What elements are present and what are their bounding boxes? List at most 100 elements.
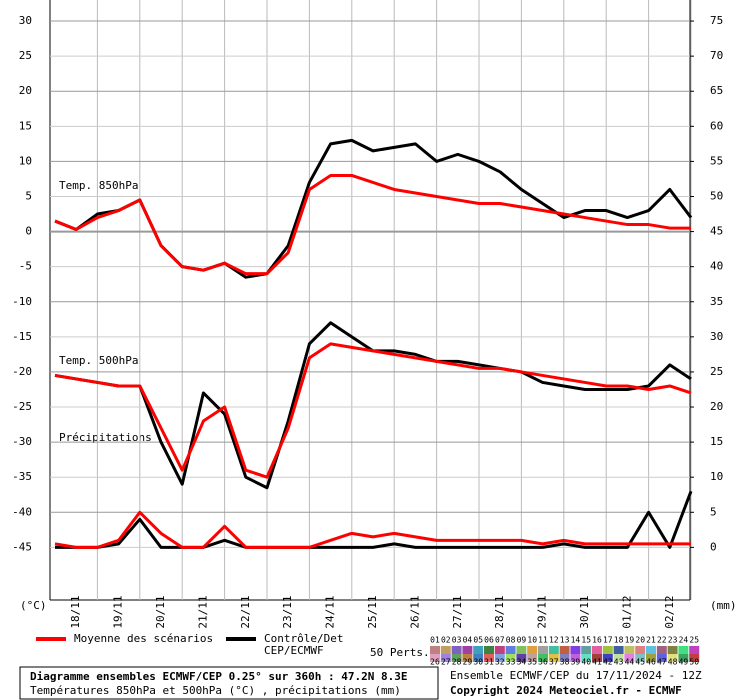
pert-label: 40: [581, 658, 591, 667]
y2-tick-label: 55: [710, 154, 723, 167]
pert-label: 09: [517, 636, 527, 645]
y2-tick-label: 65: [710, 84, 723, 97]
y-tick-label: 10: [19, 154, 32, 167]
pert-swatch: [559, 654, 570, 662]
y2-tick-label: 5: [710, 505, 717, 518]
pert-label: 13: [560, 636, 570, 645]
pert-swatch: [473, 654, 484, 662]
series-line: [55, 490, 693, 549]
pert-label: 02: [441, 636, 451, 645]
pert-label: 35: [527, 658, 537, 667]
y2-tick-label: 20: [710, 400, 723, 413]
pert-label: 28: [452, 658, 462, 667]
copyright: Copyright 2024 Meteociel.fr - ECMWF: [450, 684, 682, 697]
pert-label: 32: [495, 658, 505, 667]
info-subtitle: Températures 850hPa et 500hPa (°C) , pré…: [30, 684, 401, 697]
pert-label: 14: [571, 636, 581, 645]
series-line: [54, 342, 692, 479]
pert-label: 27: [441, 658, 451, 667]
pert-swatch: [559, 646, 570, 654]
info-box: [19, 666, 439, 700]
pert-swatch: [635, 654, 646, 662]
x-tick-label: 25/11: [366, 595, 379, 628]
pert-label: 05: [473, 636, 483, 645]
y2-tick-label: 45: [710, 225, 723, 238]
y-tick-label: -30: [12, 435, 32, 448]
pert-swatch: [667, 654, 678, 662]
pert-swatch: [430, 654, 440, 662]
pert-swatch: [656, 646, 667, 654]
legend-control: Contrôle/Det: [264, 632, 343, 645]
pert-swatch: [592, 654, 602, 662]
legend-control: CEP/ECMWF: [264, 644, 324, 657]
y-tick-label: 30: [19, 14, 32, 27]
pert-label: 44: [625, 658, 635, 667]
pert-label: 15: [581, 636, 591, 645]
pert-swatch: [430, 646, 440, 654]
y-tick-label: -45: [12, 540, 32, 553]
pert-swatch: [548, 646, 559, 654]
pert-swatch: [656, 654, 667, 662]
pert-label: 46: [646, 658, 656, 667]
pert-swatch: [581, 654, 592, 662]
x-tick-label: 18/11: [69, 595, 82, 628]
pert-swatch: [602, 654, 613, 662]
y-tick-label: 0: [25, 225, 32, 238]
pert-label: 48: [668, 658, 678, 667]
y-tick-label: 20: [19, 84, 32, 97]
pert-swatch: [494, 654, 505, 662]
pert-swatch: [440, 646, 451, 654]
series-line: [54, 510, 691, 549]
pert-swatch: [613, 654, 624, 662]
x-tick-label: 24/11: [324, 595, 337, 628]
pert-label: 31: [484, 658, 494, 667]
y-tick-label: -35: [12, 470, 32, 483]
y-tick-label: -5: [19, 260, 32, 273]
y2-tick-label: 10: [710, 470, 723, 483]
pert-label: 43: [614, 658, 624, 667]
pert-swatch: [592, 646, 602, 654]
x-tick-label: 30/11: [578, 595, 591, 628]
pert-swatch: [689, 654, 700, 662]
panel-label: Précipitations: [59, 431, 152, 444]
pert-swatch: [440, 654, 451, 662]
x-tick-label: 22/11: [239, 595, 252, 628]
pert-label: 22: [657, 636, 667, 645]
pert-label: 45: [635, 658, 645, 667]
pert-label: 26: [430, 658, 440, 667]
pert-swatch: [624, 654, 635, 662]
y-tick-label: -40: [12, 505, 32, 518]
panel-label: Temp. 850hPa: [59, 179, 138, 192]
pert-swatch: [527, 654, 538, 662]
pert-label: 42: [603, 658, 613, 667]
x-tick-label: 19/11: [112, 595, 125, 628]
pert-swatch: [678, 654, 689, 662]
pert-swatch: [505, 654, 516, 662]
pert-label: 50: [689, 658, 699, 667]
pert-swatch: [548, 654, 559, 662]
pert-label: 06: [484, 636, 494, 645]
pert-label: 30: [473, 658, 483, 667]
pert-swatch: [462, 646, 473, 654]
x-tick-label: 26/11: [408, 595, 421, 628]
pert-swatch: [505, 646, 516, 654]
pert-swatch: [570, 646, 581, 654]
pert-label: 29: [463, 658, 473, 667]
y2-tick-label: 35: [710, 295, 723, 308]
pert-label: 01: [430, 636, 440, 645]
pert-swatch: [538, 654, 548, 662]
y-tick-label: 25: [19, 49, 32, 62]
pert-swatch: [516, 646, 527, 654]
info-title: Diagramme ensembles ECMWF/CEP 0.25° sur …: [30, 670, 408, 683]
pert-label: 07: [495, 636, 505, 645]
panel-label: Temp. 500hPa: [59, 354, 138, 367]
y2-tick-label: 60: [710, 119, 723, 132]
pert-label: 49: [679, 658, 689, 667]
y-tick-label: -10: [12, 295, 32, 308]
pert-label: 25: [689, 636, 699, 645]
y2-tick-label: 30: [710, 330, 723, 343]
pert-swatch: [494, 646, 505, 654]
pert-label: 11: [538, 636, 548, 645]
pert-swatch: [667, 646, 678, 654]
